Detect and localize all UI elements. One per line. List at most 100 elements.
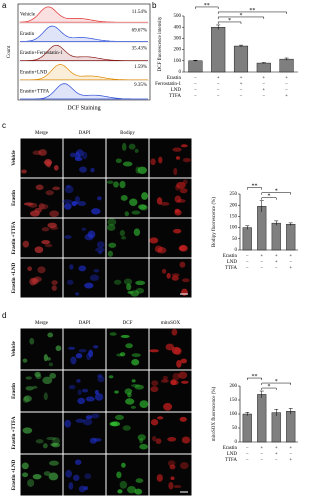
cell [77,201,87,207]
treatment-sign: − [285,82,288,87]
sample-label: Erastin [20,32,35,37]
error-bar [259,390,264,398]
cell [94,393,104,401]
significance-bracket [217,21,242,24]
treatment-sign: − [260,266,263,271]
significance-label: * [275,189,278,195]
cell [181,288,188,296]
cell [119,229,125,237]
bar [271,222,281,251]
treatment-sign: − [289,452,292,457]
sample-label: Erastin+LND [20,70,48,75]
cell [22,427,33,434]
cell [47,222,57,229]
cell [170,476,175,481]
cell [38,203,49,210]
micrograph [106,258,149,298]
cell [170,379,177,386]
y-tick-label: 0 [235,248,238,253]
micrograph [63,258,106,298]
percentage: 35.43% [132,47,147,52]
y-tick-label: 100 [230,412,238,417]
cell [180,144,188,148]
treatment-name: Erastin [223,446,238,451]
cell [158,156,163,164]
cell [157,416,164,420]
cell [66,279,74,285]
significance-bracket [195,6,219,9]
cell [87,230,96,239]
cell [131,210,141,215]
cell [77,397,86,405]
bar [242,413,252,443]
cell [156,197,163,205]
cell [131,359,140,366]
treatment-sign: − [246,452,249,457]
cell [173,228,182,234]
cell [95,247,105,253]
cell [173,167,178,176]
cell [152,435,157,442]
cell [46,436,56,441]
cell [172,372,180,381]
cell [150,418,159,426]
cell [139,400,149,409]
treatment-sign: − [217,94,220,99]
cell [49,210,60,218]
y-tick-label: 100 [230,226,238,231]
cell [48,362,54,367]
cell [168,481,174,490]
cell [108,242,117,248]
treatment-name: Erastin [223,254,238,259]
column-header: DAPI [79,131,91,136]
cell [151,380,159,386]
cell [114,390,119,394]
cell [179,188,188,194]
significance-label: ** [252,184,258,190]
cell [77,389,82,396]
cell [178,246,183,251]
cell [161,268,167,274]
treatment-sign: − [194,94,197,99]
treatment-sign: − [217,88,220,93]
y-tick-label: 50 [232,426,238,431]
significance-bracket [261,192,291,195]
cell [37,266,46,274]
cell [32,473,42,480]
treatment-sign: − [246,458,249,463]
cell [149,349,159,353]
panel-label: c [2,121,6,130]
percentage: 9.35% [134,83,147,88]
cell [51,442,61,448]
row-label: Erastin [12,383,17,399]
treatment-name: TTFA [169,94,182,99]
cell [43,392,48,401]
cell [166,272,171,279]
cell [106,180,114,184]
cell [68,482,74,490]
treatment-name: Ferrostatin-1 [155,82,181,87]
cell [171,273,180,277]
cell [64,419,72,428]
significance-label: * [275,379,278,385]
y-axis-label: Count [7,45,12,58]
panel-label: a [2,1,7,10]
cell [69,264,74,270]
treatment-sign: − [240,88,243,93]
sample-label: Vehicle [20,13,36,18]
cell [174,209,182,216]
column-header: mitoSOX [161,321,181,326]
cell [181,436,191,444]
error-bar [239,44,243,47]
bar [188,60,203,73]
cell [22,472,29,478]
bar [233,45,249,73]
bar [256,62,271,73]
significance-bracket [247,377,262,381]
cell [41,227,50,232]
cell [113,181,119,188]
cell [131,379,136,383]
sample-label: Erastin+Ferrostatin-1 [20,51,63,56]
bar [242,227,252,251]
cell [113,279,122,285]
